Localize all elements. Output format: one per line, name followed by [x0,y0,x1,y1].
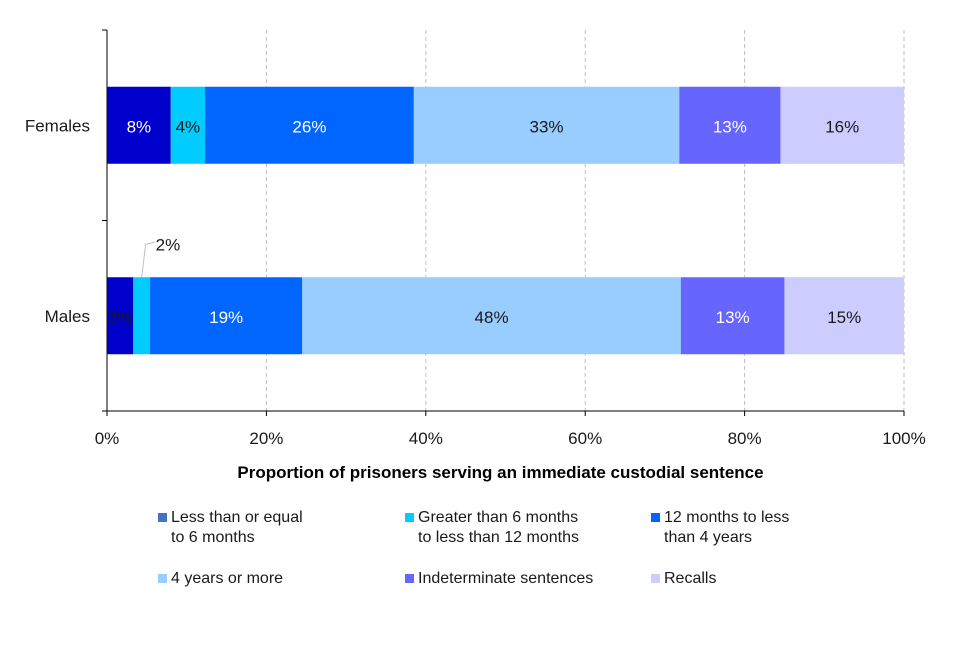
legend-item: 4 years or more [158,569,283,589]
x-tick-label: 60% [568,429,602,448]
legend-label: Less than or equal to 6 months [171,508,303,548]
legend-label-line: 12 months to less [664,509,790,526]
legend-swatch [651,513,660,522]
x-tick-label: 80% [728,429,762,448]
legend-label: 12 months to less than 4 years [664,508,789,548]
bar-segment [205,86,414,164]
data-label: 2% [156,235,181,254]
data-label: 8% [127,117,152,136]
category-label: Males [45,307,90,326]
x-tick-label: 0% [95,429,120,448]
data-label: 3% [108,308,133,327]
legend-label-line: Indeterminate sentences [418,570,594,587]
legend-label-line: Recalls [664,570,717,587]
bar-segment [784,277,904,355]
data-label: 19% [209,308,243,327]
legend-swatch [651,574,660,583]
bar-segment [133,277,151,355]
data-label: 26% [292,117,326,136]
legend-label-line: to less than 12 months [418,529,579,546]
bar-segment [150,277,303,355]
legend-label-line: than 4 years [664,529,753,546]
data-label: 16% [825,117,859,136]
data-label: 4% [176,117,201,136]
bar-segment [413,86,680,164]
legend-label: Greater than 6 months to less than 12 mon… [418,508,579,548]
data-label: 13% [713,117,747,136]
legend-swatch [158,513,167,522]
category-label: Females [25,116,90,135]
x-tick-label: 20% [249,429,283,448]
bar-segment [107,86,171,164]
x-tick-label: 100% [882,429,925,448]
legend-label-line: Less than or equal [171,509,303,526]
legend-item: Less than or equal to 6 months [158,508,303,548]
bar-segment [170,86,206,164]
legend-item: Recalls [651,569,716,589]
bar-segment [679,86,781,164]
legend-item: 12 months to less than 4 years [651,508,789,548]
legend-label-line: to 6 months [171,529,255,546]
x-axis-title: Proportion of prisoners serving an immed… [237,463,763,482]
legend-swatch [405,513,414,522]
legend-item: Greater than 6 months to less than 12 mon… [405,508,579,548]
legend-label-line: Greater than 6 months [418,509,579,526]
legend-swatch [405,574,414,583]
bar-segment [780,86,904,164]
data-label: 15% [827,308,861,327]
data-label: 48% [475,308,509,327]
bar-segment [107,277,134,355]
legend-item: Indeterminate sentences [405,569,593,589]
data-label: 13% [716,308,750,327]
bar-segment [302,277,681,355]
bar-segment [680,277,785,355]
x-tick-label: 40% [409,429,443,448]
legend-label: 4 years or more [171,569,283,589]
legend-label: Indeterminate sentences [418,569,593,589]
legend-label-line: 4 years or more [171,570,284,587]
legend-swatch [158,574,167,583]
legend-label: Recalls [664,569,716,589]
data-label: 33% [530,117,564,136]
leader-line [141,241,155,278]
